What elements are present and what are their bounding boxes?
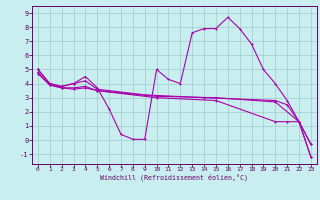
X-axis label: Windchill (Refroidissement éolien,°C): Windchill (Refroidissement éolien,°C): [100, 174, 248, 181]
